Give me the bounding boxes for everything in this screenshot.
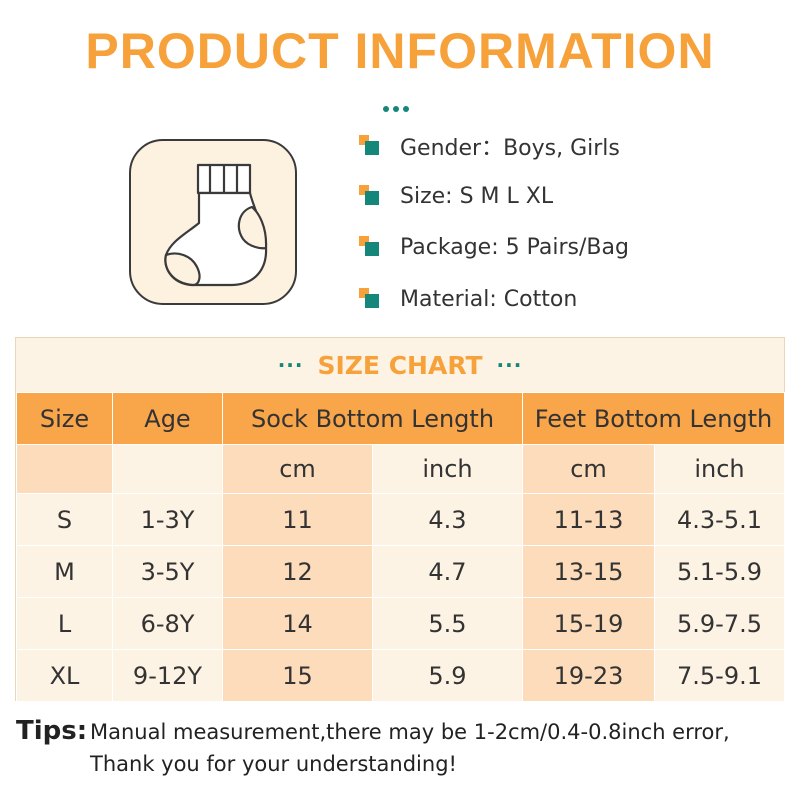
tips-line-1: Manual measurement,there may be 1-2cm/0.… [90, 720, 730, 744]
cell-sock-cm: 12 [222, 545, 373, 598]
cell-sock-inch: 4.3 [372, 493, 523, 546]
cell-feet-cm: 11-13 [522, 493, 655, 546]
cell-feet-cm: 19-23 [522, 649, 655, 702]
size-chart: ··· SIZE CHART ··· Size Age Sock Bottom … [15, 337, 786, 702]
cell-sock-cm: 14 [222, 597, 373, 650]
table-row: M 3-5Y 12 4.7 13-15 5.1-5.9 [16, 545, 786, 598]
table-cell [16, 444, 113, 494]
unit-sock-inch: inch [372, 444, 523, 494]
table-row: XL 9-12Y 15 5.9 19-23 7.5-9.1 [16, 649, 786, 702]
table-unit-row: cm inch cm inch [16, 444, 786, 494]
cell-size: M [16, 545, 113, 598]
table-cell [112, 444, 223, 494]
cell-feet-inch: 7.5-9.1 [653, 649, 786, 702]
cell-age: 9-12Y [112, 649, 223, 702]
cell-size: S [16, 493, 113, 546]
cell-feet-inch: 5.9-7.5 [653, 597, 786, 650]
tips-line-2: Thank you for your understanding! [90, 752, 457, 776]
info-item-package: Package: 5 Pairs/Bag [359, 231, 629, 263]
table-header-row: Size Age Sock Bottom Length Feet Bottom … [16, 392, 786, 445]
dots-decoration: ··· [496, 353, 523, 377]
column-header-feet-length: Feet Bottom Length [521, 392, 786, 445]
table-row: S 1-3Y 11 4.3 11-13 4.3-5.1 [16, 493, 786, 546]
cell-feet-inch: 4.3-5.1 [653, 493, 786, 546]
info-text: Size: S M L XL [400, 183, 554, 209]
unit-sock-cm: cm [222, 444, 373, 494]
tips-label: Tips: [16, 716, 88, 746]
square-bullet-icon [359, 236, 381, 258]
size-chart-title: SIZE CHART [317, 350, 483, 380]
info-text: Material: Cotton [400, 286, 578, 312]
cell-age: 3-5Y [112, 545, 223, 598]
info-text: Package: 5 Pairs/Bag [400, 234, 629, 260]
cell-sock-cm: 15 [222, 649, 373, 702]
cell-size: XL [16, 649, 113, 702]
square-bullet-icon [359, 135, 381, 157]
column-header-age: Age [112, 392, 223, 445]
dots-decoration: ··· [277, 353, 304, 377]
cell-sock-inch: 5.5 [372, 597, 523, 650]
cell-sock-inch: 5.9 [372, 649, 523, 702]
title-dots-decoration [383, 97, 419, 112]
cell-feet-cm: 15-19 [522, 597, 655, 650]
cell-feet-cm: 13-15 [522, 545, 655, 598]
info-item-material: Material: Cotton [359, 283, 577, 315]
column-header-size: Size [16, 392, 113, 445]
unit-feet-inch: inch [653, 444, 786, 494]
sock-icon [164, 163, 268, 287]
size-table: Size Age Sock Bottom Length Feet Bottom … [16, 392, 786, 702]
product-icon-tile [129, 139, 297, 305]
table-row: L 6-8Y 14 5.5 15-19 5.9-7.5 [16, 597, 786, 650]
info-item-size: Size: S M L XL [359, 180, 553, 212]
size-chart-header: ··· SIZE CHART ··· [16, 338, 784, 392]
unit-feet-cm: cm [522, 444, 655, 494]
info-text: Gender：Boys, Girls [400, 136, 620, 161]
cell-sock-cm: 11 [222, 493, 373, 546]
cell-size: L [16, 597, 113, 650]
cell-age: 1-3Y [112, 493, 223, 546]
square-bullet-icon [359, 288, 381, 310]
column-header-sock-length: Sock Bottom Length [222, 392, 523, 445]
cell-sock-inch: 4.7 [372, 545, 523, 598]
info-item-gender: Gender：Boys, Girls [359, 130, 620, 162]
cell-age: 6-8Y [112, 597, 223, 650]
cell-feet-inch: 5.1-5.9 [653, 545, 786, 598]
square-bullet-icon [359, 185, 381, 207]
page-title: PRODUCT INFORMATION [85, 23, 715, 79]
